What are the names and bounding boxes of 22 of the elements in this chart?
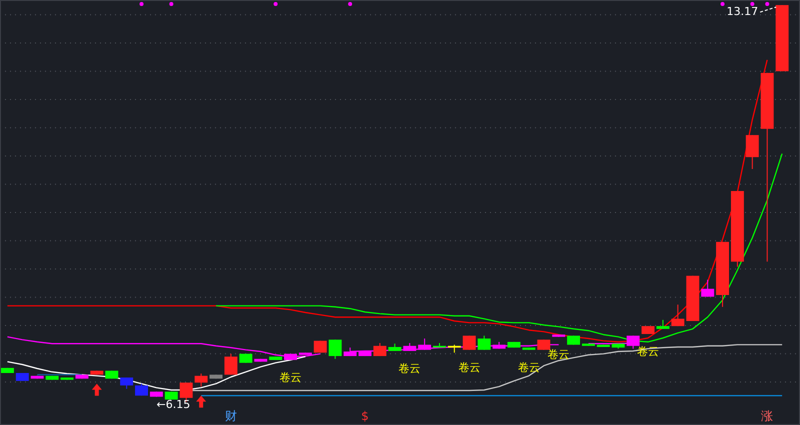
text: 卷云 xyxy=(398,362,421,375)
text: 卷云 xyxy=(280,371,302,384)
candlestick xyxy=(656,319,670,330)
annotation: ←6.15 xyxy=(156,398,190,411)
text: 卷云 xyxy=(458,360,480,374)
candlestick xyxy=(462,335,476,350)
annotation: 涨 xyxy=(761,409,774,423)
candlestick xyxy=(746,134,759,170)
annotation: 13.17 xyxy=(726,5,758,18)
text: 卷云 xyxy=(548,348,570,361)
candlestick xyxy=(328,339,342,360)
candlestick xyxy=(701,279,714,298)
text: 卷云 xyxy=(518,360,540,374)
candlestick xyxy=(671,304,684,327)
annotation: $ xyxy=(361,409,369,423)
candlestick xyxy=(120,377,134,390)
candlestick xyxy=(224,353,238,376)
candlestick xyxy=(478,335,491,350)
candlestick xyxy=(373,342,386,357)
candlestick xyxy=(537,339,550,350)
annotation: 财 xyxy=(224,409,237,423)
candlestick xyxy=(194,373,208,388)
